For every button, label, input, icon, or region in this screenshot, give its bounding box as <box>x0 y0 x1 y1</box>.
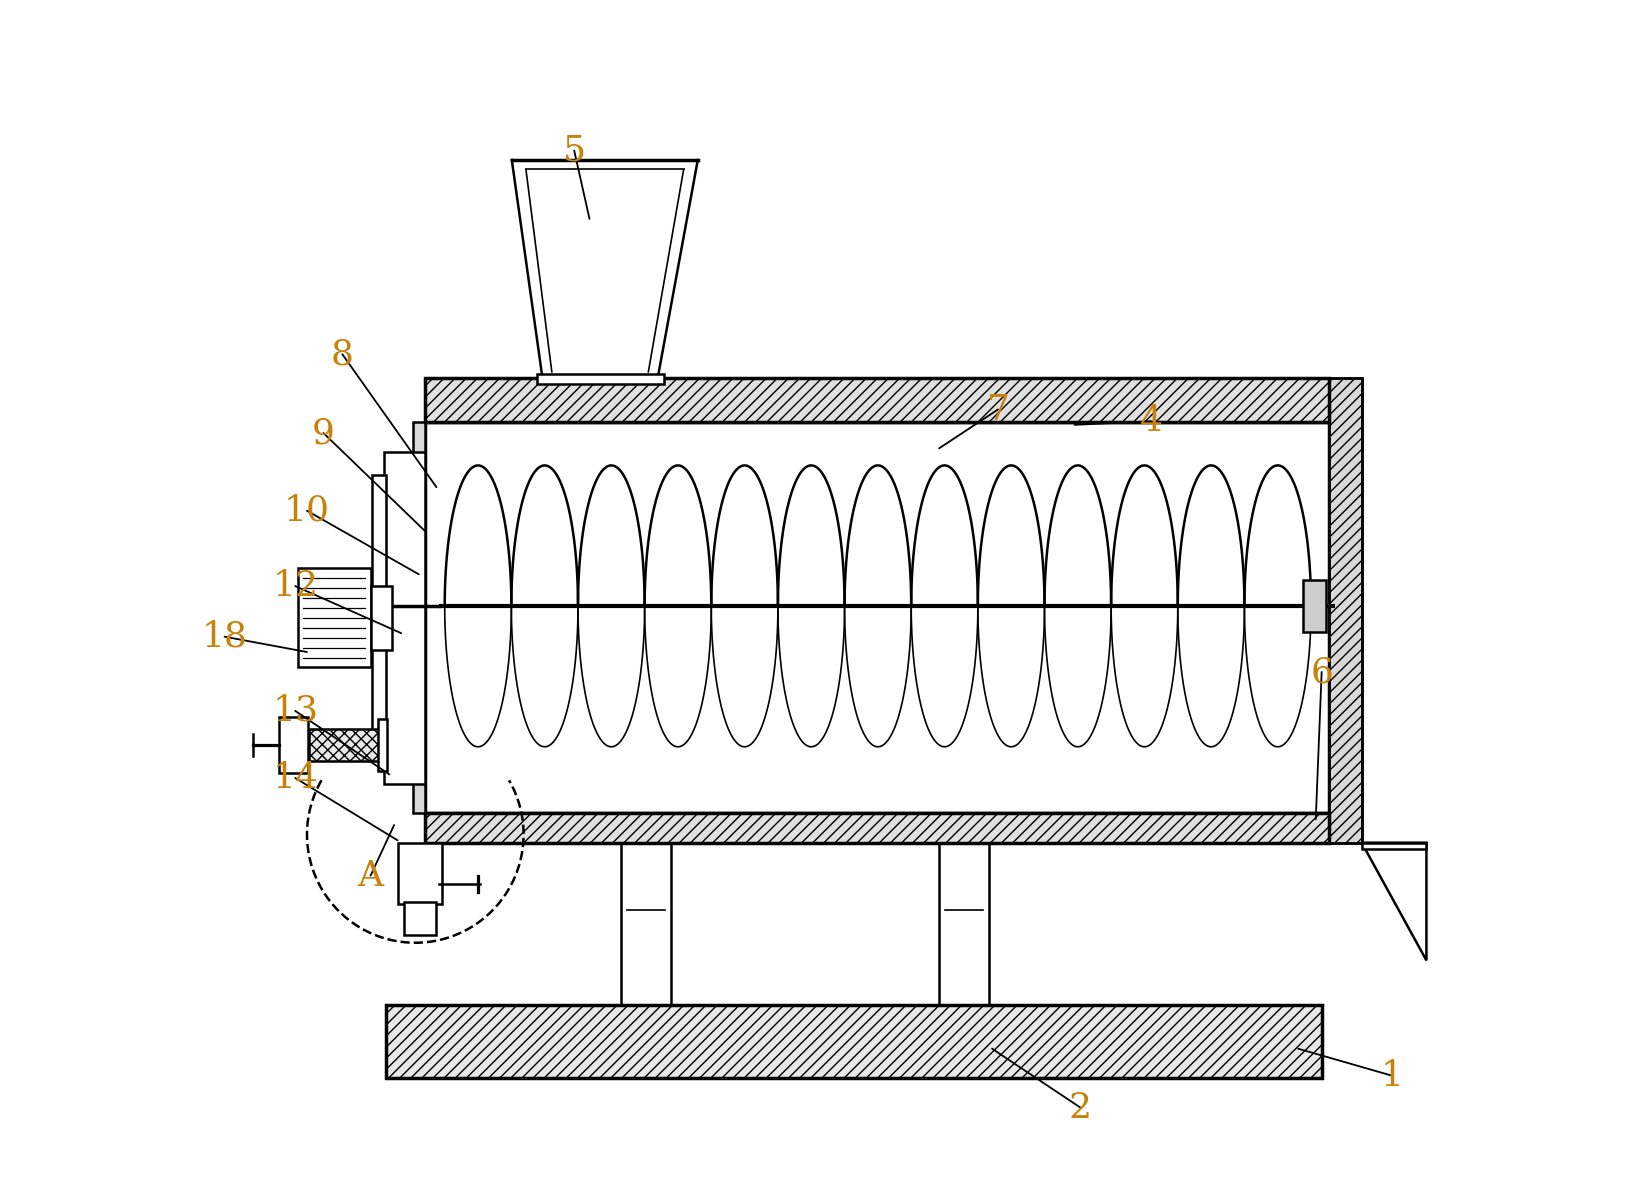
Text: 7: 7 <box>986 393 1009 426</box>
Bar <box>1328 378 1361 843</box>
Bar <box>412 423 424 813</box>
Text: 12: 12 <box>272 569 318 603</box>
Text: 4: 4 <box>1139 404 1162 438</box>
Text: 10: 10 <box>284 494 329 528</box>
Bar <box>398 843 442 904</box>
Bar <box>378 719 386 771</box>
Bar <box>939 815 988 1005</box>
Bar <box>383 451 424 784</box>
Bar <box>1302 580 1325 632</box>
Text: 9: 9 <box>311 416 334 450</box>
Bar <box>621 815 670 1005</box>
Bar <box>372 475 386 760</box>
Text: 18: 18 <box>202 619 248 654</box>
Bar <box>424 423 1328 813</box>
Bar <box>424 813 1328 843</box>
Bar <box>536 374 663 384</box>
Text: 14: 14 <box>272 761 318 794</box>
Text: 13: 13 <box>272 694 318 728</box>
Bar <box>279 717 308 773</box>
Polygon shape <box>1361 843 1426 960</box>
Text: 6: 6 <box>1309 655 1332 690</box>
Bar <box>370 586 391 649</box>
Bar <box>310 729 383 761</box>
Text: 2: 2 <box>1068 1091 1090 1124</box>
Text: 8: 8 <box>331 337 354 372</box>
Bar <box>403 902 437 935</box>
Text: A: A <box>357 859 383 892</box>
Bar <box>424 378 1328 423</box>
Bar <box>310 729 383 761</box>
Bar <box>386 1005 1320 1078</box>
Bar <box>424 813 1328 843</box>
Bar <box>386 1005 1320 1078</box>
Bar <box>297 568 370 667</box>
Bar <box>1361 843 1426 848</box>
Text: 5: 5 <box>562 133 585 168</box>
Text: 1: 1 <box>1381 1059 1403 1093</box>
Bar <box>424 378 1328 423</box>
Bar <box>1328 378 1361 843</box>
